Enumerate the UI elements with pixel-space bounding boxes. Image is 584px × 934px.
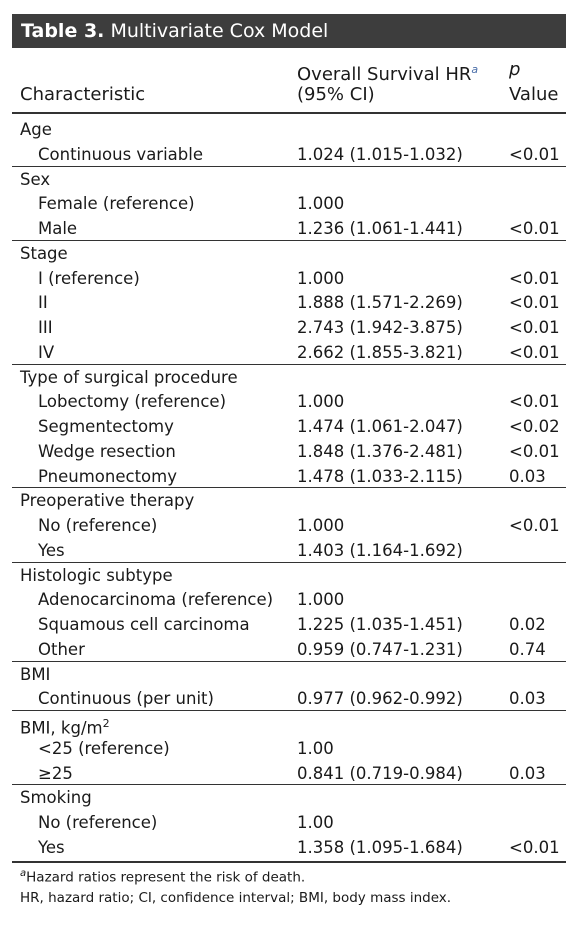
row-label: Adenocarcinoma (reference) — [38, 590, 274, 610]
row-label: Squamous cell carcinoma — [38, 615, 250, 634]
section-divider — [12, 239, 566, 241]
section-divider — [12, 660, 566, 662]
section-heading: BMI, kg/m2 — [20, 717, 110, 738]
row-label: No (reference) — [38, 516, 158, 535]
p-value: <0.01 — [509, 441, 560, 461]
section-heading: BMI — [20, 664, 51, 684]
section-heading: Stage — [20, 243, 68, 263]
footnote-a: aHazard ratios represent the risk of dea… — [20, 868, 306, 886]
hr-value: 1.000 — [297, 392, 345, 412]
hr-value: 1.000 — [297, 590, 345, 610]
p-value: <0.01 — [509, 392, 560, 412]
section-divider — [12, 561, 566, 563]
p-value: <0.01 — [509, 268, 560, 288]
p-value: 0.03 — [509, 466, 546, 486]
row-label: Segmentectomy — [38, 417, 174, 436]
hr-value: 1.000 — [297, 268, 345, 288]
row-label: Male — [38, 219, 78, 238]
header-characteristic: Characteristic — [20, 84, 146, 105]
hr-value: 0.959 (0.747-1.231) — [297, 639, 463, 659]
hr-value: 1.000 — [297, 194, 345, 214]
header-p: p — [509, 59, 521, 80]
p-value: 0.74 — [509, 639, 546, 659]
table-title: Table 3. Multivariate Cox Model — [21, 20, 329, 42]
hr-value: 1.888 (1.571-2.269) — [297, 293, 463, 313]
row-label: Pneumonectomy — [38, 466, 177, 486]
hr-value: 1.358 (1.095-1.684) — [297, 837, 463, 857]
section-heading: Type of surgical procedure — [20, 367, 238, 387]
row-label: Female (reference) — [38, 194, 195, 214]
header-rule — [12, 112, 566, 114]
section-heading: Smoking — [20, 788, 92, 808]
p-value: <0.01 — [509, 516, 560, 535]
hr-value: 1.403 (1.164-1.692) — [297, 540, 463, 560]
section-heading: Age — [20, 120, 52, 139]
hr-value: 2.662 (1.855-3.821) — [297, 342, 463, 362]
hr-value: 1.236 (1.061-1.441) — [297, 219, 463, 238]
row-label: I (reference) — [38, 268, 140, 288]
row-label: Continuous variable — [38, 144, 203, 164]
row-label: <25 (reference) — [38, 738, 170, 758]
superscript-unit: 2 — [102, 717, 110, 730]
p-value: 0.03 — [509, 763, 546, 783]
table-title-bar: Table 3. Multivariate Cox Model — [12, 14, 566, 48]
p-value: <0.01 — [509, 837, 560, 857]
footnote-abbreviations: HR, hazard ratio; CI, confidence interva… — [20, 890, 452, 906]
row-label: Yes — [38, 837, 65, 857]
hr-value: 1.024 (1.015-1.032) — [297, 144, 463, 164]
row-label: IV — [38, 342, 55, 362]
row-label: Yes — [38, 540, 65, 560]
hr-value: 1.474 (1.061-2.047) — [297, 417, 463, 436]
section-divider — [12, 487, 566, 489]
row-label: No (reference) — [38, 813, 158, 832]
section-heading: Sex — [20, 169, 51, 189]
hr-value: 0.977 (0.962-0.992) — [297, 689, 463, 709]
section-divider — [12, 363, 566, 365]
row-label: II — [38, 293, 48, 313]
header-hr: Overall Survival HRa — [297, 63, 479, 85]
row-label: Other — [38, 639, 85, 659]
footnote-marker-a: a — [471, 63, 479, 76]
row-label: Lobectomy (reference) — [38, 392, 227, 412]
hr-value: 1.000 — [297, 516, 345, 535]
row-label: ≥25 — [38, 763, 73, 783]
table-bottom-rule — [12, 861, 566, 863]
hr-value: 1.00 — [297, 813, 334, 832]
p-value: <0.01 — [509, 318, 560, 337]
p-value: 0.02 — [509, 615, 546, 634]
hr-value: 1.225 (1.035-1.451) — [297, 615, 463, 634]
p-value: <0.01 — [509, 219, 560, 238]
p-value: <0.02 — [509, 417, 560, 436]
section-heading: Histologic subtype — [20, 565, 173, 585]
row-label: III — [38, 318, 53, 337]
p-value: <0.01 — [509, 293, 560, 313]
hr-value: 1.848 (1.376-2.481) — [297, 441, 463, 461]
section-divider — [12, 710, 566, 711]
hr-value: 1.00 — [297, 738, 334, 758]
section-heading: Preoperative therapy — [20, 491, 195, 511]
header-hr-ci: (95% CI) — [297, 84, 375, 105]
section-divider — [12, 165, 566, 167]
hr-value: 0.841 (0.719-0.984) — [297, 763, 463, 783]
p-value: <0.01 — [509, 144, 560, 164]
row-label: Wedge resection — [38, 441, 176, 461]
section-divider — [12, 784, 566, 786]
row-label: Continuous (per unit) — [38, 689, 214, 709]
hr-value: 2.743 (1.942-3.875) — [297, 318, 463, 337]
p-value: <0.01 — [509, 342, 560, 362]
hr-value: 1.478 (1.033-2.115) — [297, 466, 463, 486]
header-value: Value — [509, 84, 559, 105]
p-value: 0.03 — [509, 689, 546, 709]
